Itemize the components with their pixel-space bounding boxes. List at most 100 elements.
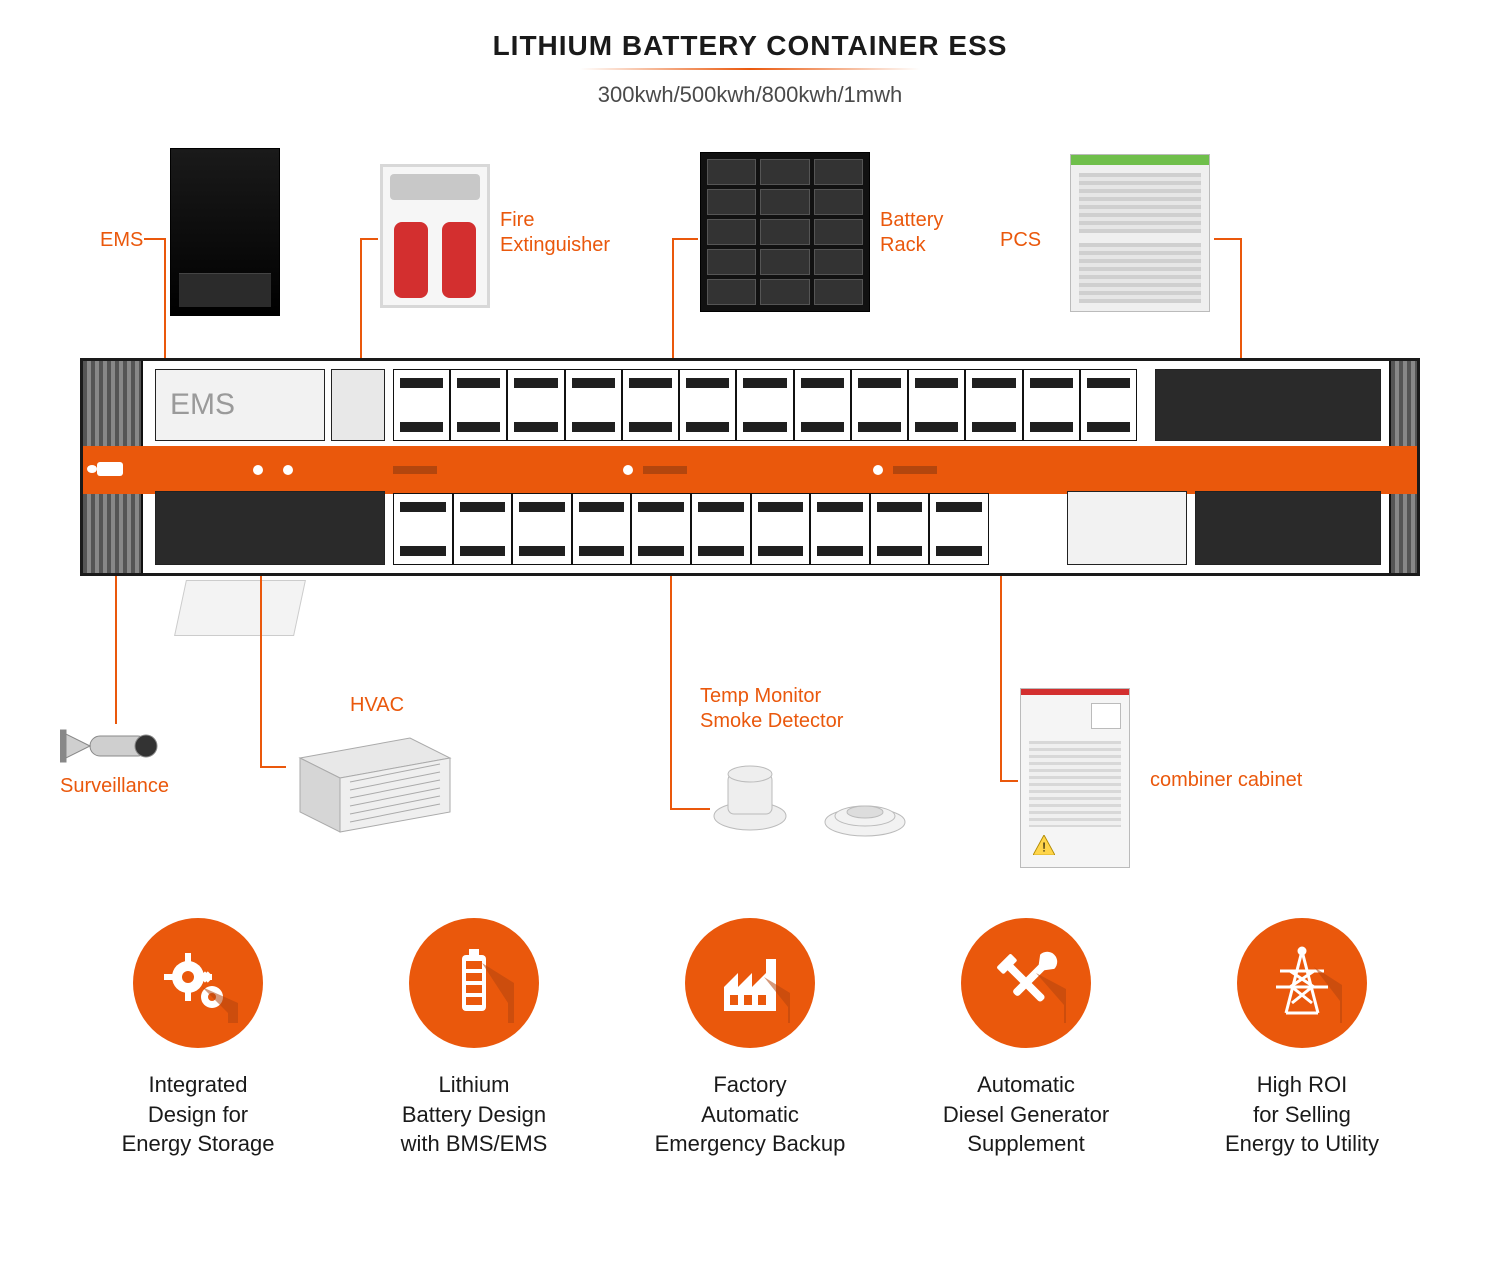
aisle-dot	[873, 465, 883, 475]
feature-factory: Factory Automatic Emergency Backup	[622, 918, 878, 1159]
container-rack-row-top	[393, 369, 1137, 441]
connector-line	[1214, 238, 1240, 240]
aisle-mark	[393, 466, 437, 474]
connector-line	[1240, 238, 1242, 378]
connector-line	[672, 238, 674, 378]
feature-line: Automatic	[701, 1102, 799, 1127]
connector-line	[1000, 576, 1002, 780]
rack-cell	[1023, 369, 1080, 441]
rack-cell	[393, 369, 450, 441]
aisle-camera-icon	[97, 462, 123, 476]
ems-unit-icon	[170, 148, 280, 316]
feature-text: Automatic Diesel Generator Supplement	[898, 1070, 1154, 1159]
feature-line: Diesel Generator	[943, 1102, 1109, 1127]
surveillance-camera-icon	[60, 724, 162, 777]
battery-icon	[409, 918, 539, 1048]
title-underline	[580, 68, 920, 70]
pcs-label: PCS	[1000, 228, 1041, 253]
page-title: LITHIUM BATTERY CONTAINER ESS	[60, 30, 1440, 62]
feature-line: Energy to Utility	[1225, 1131, 1379, 1156]
aisle-mark	[643, 466, 687, 474]
rack-cell	[851, 369, 908, 441]
connector-line	[260, 576, 262, 766]
feature-integrated: Integrated Design for Energy Storage	[70, 918, 326, 1159]
feature-battery: Lithium Battery Design with BMS/EMS	[346, 918, 602, 1159]
feature-line: Design for	[148, 1102, 248, 1127]
connector-line	[164, 238, 166, 378]
temp-monitor-icon	[710, 756, 800, 841]
feature-line: for Selling	[1253, 1102, 1351, 1127]
rack-cell	[622, 369, 679, 441]
rack-cell	[965, 369, 1022, 441]
fire-extinguisher-icon	[380, 164, 490, 308]
rack-cell	[908, 369, 965, 441]
ess-diagram: EMS Fire Extinguisher Battery Rack PCS E…	[60, 148, 1440, 878]
features-row: Integrated Design for Energy Storage Lit…	[70, 918, 1430, 1159]
rack-cell	[572, 493, 632, 565]
combiner-cabinet-label: combiner cabinet	[1150, 768, 1302, 793]
container-ems-text: EMS	[170, 388, 235, 422]
factory-icon	[685, 918, 815, 1048]
rack-cell	[631, 493, 691, 565]
aisle-dot	[283, 465, 293, 475]
connector-line	[144, 238, 166, 240]
connector-line	[670, 576, 672, 808]
rack-cell	[507, 369, 564, 441]
temp-smoke-label: Temp Monitor Smoke Detector	[700, 684, 843, 734]
rack-cell	[1080, 369, 1137, 441]
feature-line: High ROI	[1257, 1072, 1347, 1097]
connector-line	[1000, 780, 1018, 782]
rack-cell	[691, 493, 751, 565]
feature-line: Battery Design	[402, 1102, 546, 1127]
rack-cell	[794, 369, 851, 441]
feature-line: Integrated	[148, 1072, 247, 1097]
hvac-label: HVAC	[350, 693, 404, 718]
aisle-dot	[253, 465, 263, 475]
gears-icon	[133, 918, 263, 1048]
rack-cell	[870, 493, 930, 565]
hvac-unit-icon	[290, 728, 460, 843]
feature-pylon: High ROI for Selling Energy to Utility	[1174, 918, 1430, 1159]
pcs-unit-icon	[1070, 154, 1210, 312]
rack-cell	[929, 493, 989, 565]
feature-text: Integrated Design for Energy Storage	[70, 1070, 326, 1159]
connector-line	[670, 808, 710, 810]
rack-cell	[453, 493, 513, 565]
connector-line	[360, 238, 362, 378]
battery-rack-label: Battery Rack	[880, 208, 943, 258]
connector-line	[360, 238, 378, 240]
feature-line: Emergency Backup	[655, 1131, 846, 1156]
feature-text: Factory Automatic Emergency Backup	[622, 1070, 878, 1159]
feature-line: Supplement	[967, 1131, 1084, 1156]
smoke-detector-icon	[820, 788, 910, 843]
container-shell: EMS	[80, 358, 1420, 576]
aisle-mark	[893, 466, 937, 474]
feature-line: Lithium	[439, 1072, 510, 1097]
page-subtitle: 300kwh/500kwh/800kwh/1mwh	[60, 82, 1440, 108]
connector-line	[260, 766, 286, 768]
container-block-fire	[331, 369, 385, 441]
rack-cell	[450, 369, 507, 441]
container-block-pcs-top	[1155, 369, 1381, 441]
container-block-ems: EMS	[155, 369, 325, 441]
rack-cell	[679, 369, 736, 441]
feature-text: High ROI for Selling Energy to Utility	[1174, 1070, 1430, 1159]
feature-text: Lithium Battery Design with BMS/EMS	[346, 1070, 602, 1159]
container-aisle	[83, 446, 1417, 494]
rack-cell	[393, 493, 453, 565]
container-block-combiner	[1067, 491, 1187, 565]
container-under-extension	[174, 580, 306, 636]
tools-icon	[961, 918, 1091, 1048]
rack-cell	[736, 369, 793, 441]
rack-cell	[565, 369, 622, 441]
rack-cell	[751, 493, 811, 565]
container-rack-row-bottom	[393, 493, 989, 565]
container-block-pcs-bottom	[1195, 491, 1381, 565]
rack-cell	[512, 493, 572, 565]
fire-extinguisher-label: Fire Extinguisher	[500, 208, 610, 258]
feature-line: Automatic	[977, 1072, 1075, 1097]
battery-rack-icon	[700, 152, 870, 312]
connector-line	[672, 238, 698, 240]
rack-cell	[810, 493, 870, 565]
feature-line: Energy Storage	[122, 1131, 275, 1156]
